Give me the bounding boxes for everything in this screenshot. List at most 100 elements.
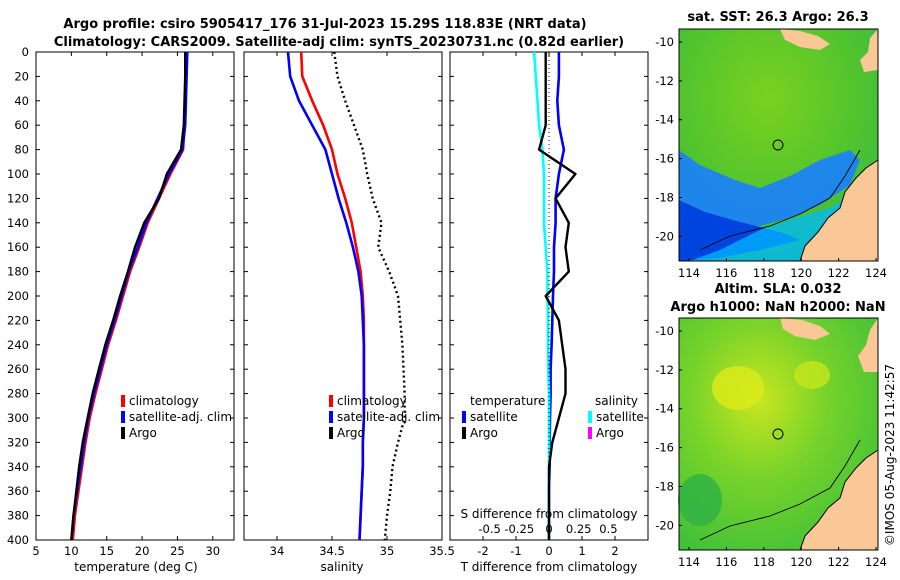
imos-credit: ©IMOS 05-Aug-2023 11:42:57 xyxy=(883,364,897,546)
legend-swatch-t-argo xyxy=(462,427,466,439)
depth-axis-ticks: 0 20 40 60 80 100 120 140 160 180 200 220 240 260 280 3… xyxy=(7,45,648,547)
x-tick-label: -1 xyxy=(510,544,521,558)
sla-isobath xyxy=(699,439,861,541)
sst-frame xyxy=(678,28,879,262)
legend-swatch-satellite xyxy=(329,411,333,423)
depth-tick-label: 200 xyxy=(7,289,29,303)
map-lon-label: 124 xyxy=(865,555,887,569)
depth-tick-label: 260 xyxy=(7,362,29,376)
x-tick-label: 15 xyxy=(99,544,114,558)
map-lon-label: 114 xyxy=(678,555,700,569)
legend-swatch-climatology xyxy=(329,395,333,407)
salinity-axes xyxy=(243,51,443,541)
legend-label-climatology: climatology xyxy=(129,394,199,408)
legend-swatch-t-satellite xyxy=(462,411,466,423)
x-tick-label: 34.5 xyxy=(319,544,345,558)
sla-high-2 xyxy=(794,361,830,389)
x-tick-label: 34 xyxy=(270,544,285,558)
legend-label-climatology: climatology xyxy=(337,394,407,408)
sst-map-ticks: -10 -12 -14 -16 -18 -20 114 116 118 120 122 124 xyxy=(655,35,887,280)
difference-plot: -2 -1 0 1 2 -0.5 -0.25 0 0.25 0.5 xyxy=(477,51,619,558)
depth-tick-label: 180 xyxy=(7,265,29,279)
sst-map-title: sat. SST: 26.3 Argo: 26.3 xyxy=(687,10,868,25)
map-lat-label: -18 xyxy=(655,190,674,204)
depth-tick-label: 300 xyxy=(7,411,29,425)
s-difference-label: S difference from climatology xyxy=(461,507,638,521)
x-tick-label: 2 xyxy=(611,544,618,558)
map-lat-label: -20 xyxy=(655,518,674,532)
depth-tick-label: 140 xyxy=(7,216,29,230)
x-tick-label: 35.5 xyxy=(429,544,455,558)
depth-tick-label: 60 xyxy=(14,118,29,132)
x-tick-label: 1 xyxy=(578,544,585,558)
sst-land-island xyxy=(780,29,830,50)
sla-map xyxy=(678,317,879,551)
depth-tick-label: 280 xyxy=(7,387,29,401)
map-lon-label: 120 xyxy=(790,555,812,569)
map-lat-label: -12 xyxy=(655,74,674,88)
map-lat-label: -18 xyxy=(655,479,674,493)
s-diff-tick-label: 0.25 xyxy=(566,522,592,536)
sla-map-ticks: -10 -12 -14 -16 -18 -20 114 116 118 120 122 124 xyxy=(655,324,887,569)
depth-tick-label: 380 xyxy=(7,509,29,523)
legend-label-s-satellite: satellite xyxy=(596,410,644,424)
map-lat-label: -10 xyxy=(655,35,674,49)
map-lon-label: 118 xyxy=(753,266,775,280)
legend-swatch-satellite xyxy=(121,411,125,423)
sla-map-title-2: Argo h1000: NaN h2000: NaN xyxy=(670,300,885,315)
temperature-axes xyxy=(35,51,235,541)
map-lat-label: -20 xyxy=(655,229,674,243)
series-line-argo xyxy=(333,51,406,541)
sla-high-1 xyxy=(712,366,764,410)
legend-title-temperature: temperature xyxy=(470,394,545,408)
series-line-satellite-adj-clim xyxy=(70,51,189,541)
difference-legend: temperature satellite Argo salinity sate… xyxy=(462,394,644,440)
legend-label-t-argo: Argo xyxy=(470,426,498,440)
legend-swatch-climatology xyxy=(121,395,125,407)
series-line-satellite-adj-clim xyxy=(286,51,366,541)
x-tick-label: 30 xyxy=(205,544,220,558)
depth-tick-label: 120 xyxy=(7,191,29,205)
legend-swatch-argo xyxy=(121,427,125,439)
x-tick-label: -2 xyxy=(477,544,488,558)
legend-swatch-argo xyxy=(329,427,333,439)
s-diff-tick-label: -0.25 xyxy=(504,522,534,536)
map-lon-label: 116 xyxy=(715,555,737,569)
x-tick-label: 0 xyxy=(545,544,552,558)
title-line-2: Climatology: CARS2009. Satellite-adj cli… xyxy=(54,35,624,50)
depth-tick-label: 100 xyxy=(7,167,29,181)
depth-tick-label: 160 xyxy=(7,240,29,254)
depth-tick-label: 20 xyxy=(14,69,29,83)
difference-xlabel: T difference from climatology xyxy=(460,560,638,574)
sla-frame xyxy=(678,317,879,551)
legend-label-argo: Argo xyxy=(337,426,365,440)
map-lat-label: -14 xyxy=(655,113,674,127)
legend-swatch-s-argo xyxy=(588,427,592,439)
map-lat-label: -10 xyxy=(655,324,674,338)
map-lon-label: 124 xyxy=(865,266,887,280)
legend-label-argo: Argo xyxy=(129,426,157,440)
depth-tick-label: 400 xyxy=(7,533,29,547)
map-lat-label: -16 xyxy=(655,441,674,455)
series-line-t-satellite xyxy=(547,52,566,540)
sla-land-north xyxy=(858,318,878,372)
salinity-xlabel: salinity xyxy=(320,560,363,574)
x-tick-label: 25 xyxy=(170,544,185,558)
map-lat-label: -12 xyxy=(655,363,674,377)
depth-tick-label: 220 xyxy=(7,313,29,327)
sla-land-island xyxy=(780,318,830,340)
x-tick-label: 5 xyxy=(32,544,39,558)
s-diff-tick-label: -0.5 xyxy=(478,522,500,536)
sst-land-north xyxy=(860,29,878,72)
x-tick-label: 35 xyxy=(380,544,395,558)
depth-tick-label: 240 xyxy=(7,338,29,352)
salinity-legend: climatology satellite-adj. clim Argo xyxy=(329,394,440,440)
depth-tick-label: 80 xyxy=(14,143,29,157)
sst-map xyxy=(678,28,879,262)
map-lon-label: 116 xyxy=(715,266,737,280)
map-lon-label: 114 xyxy=(678,266,700,280)
temperature-legend: climatology satellite-adj. clim Argo xyxy=(121,394,232,440)
sst-isobath xyxy=(699,149,861,251)
title-line-1: Argo profile: csiro 5905417_176 31-Jul-2… xyxy=(63,17,586,32)
legend-label-s-argo: Argo xyxy=(596,426,624,440)
